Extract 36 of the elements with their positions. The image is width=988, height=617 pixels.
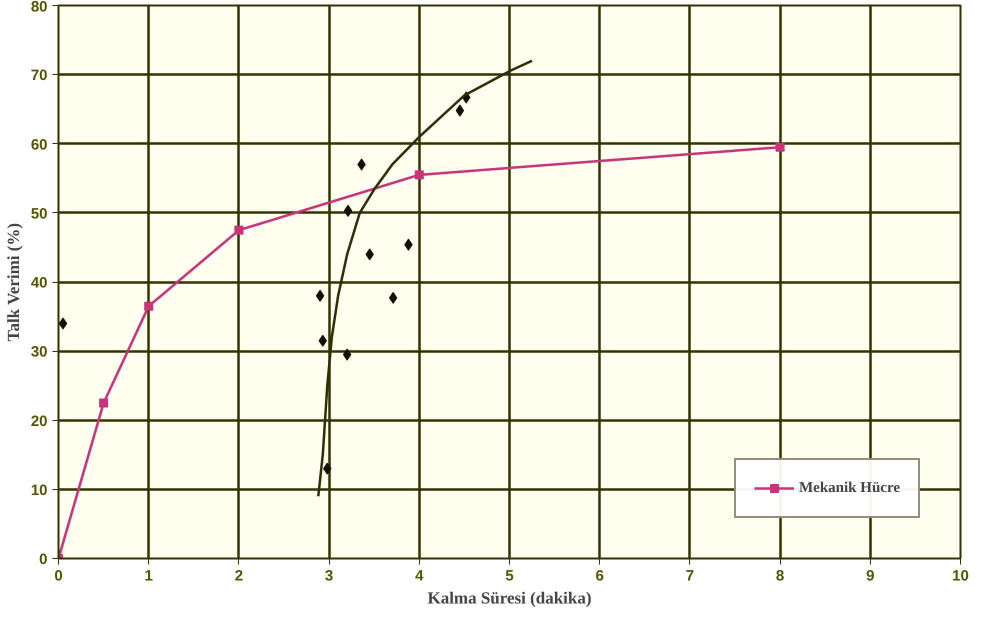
y-tick-label: 40 [30, 274, 48, 292]
x-tick-label: 5 [505, 568, 514, 584]
legend-label: Mekanik Hücre [799, 480, 900, 496]
x-tick-label: 8 [776, 568, 784, 584]
point [234, 226, 244, 235]
point [144, 302, 154, 311]
x-axis-title: Kalma Süresi (dakika) [427, 588, 592, 608]
x-tick-label: 3 [324, 568, 334, 584]
y-tick-label: 0 [39, 551, 48, 568]
point [342, 348, 352, 361]
x-tick-label: 7 [686, 568, 694, 584]
point [316, 290, 324, 302]
point [344, 204, 352, 217]
point [99, 398, 108, 408]
y-axis-title: Talk Verimi (%) [4, 222, 23, 342]
point [388, 292, 398, 304]
x-tick-label: 1 [144, 568, 153, 584]
x-tick-label: 10 [952, 568, 969, 584]
point [404, 238, 413, 251]
x-tick-label: 2 [234, 568, 244, 584]
point [776, 142, 785, 152]
point [357, 158, 366, 170]
y-tick-label: 60 [30, 136, 48, 154]
y-tick-label: 20 [30, 412, 48, 430]
x-tick-label: 4 [415, 568, 424, 584]
x-tick-label: 6 [596, 568, 604, 584]
y-tick-label: 10 [30, 482, 48, 499]
y-tick-label: 30 [30, 344, 48, 361]
y-tick-label: 80 [30, 0, 48, 16]
point [414, 170, 424, 180]
y-tick-label: 50 [30, 205, 48, 222]
y-tick-label: 70 [30, 67, 48, 84]
x-tick-label: 9 [866, 568, 874, 584]
x-tick-label: 0 [54, 568, 63, 584]
point [456, 104, 464, 117]
point [58, 317, 68, 330]
